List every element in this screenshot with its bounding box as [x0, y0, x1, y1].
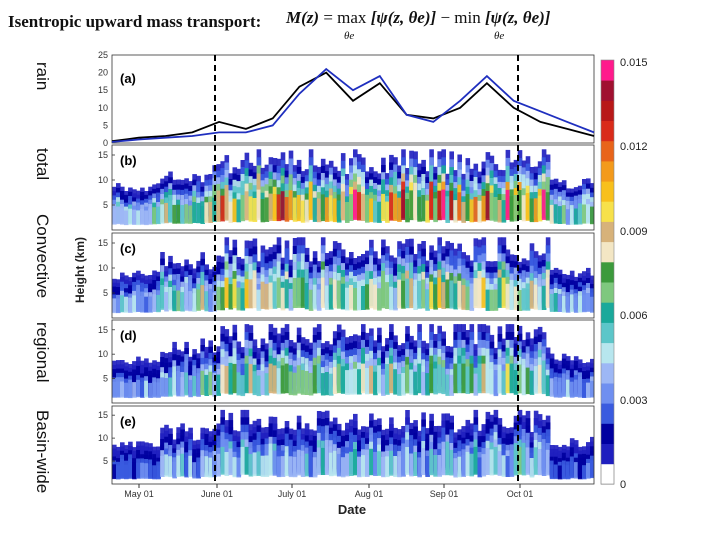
colorbar-segment [601, 282, 614, 303]
x-tick-label: July 01 [278, 489, 307, 499]
figure-title: Isentropic upward mass transport: M(z) =… [4, 2, 716, 46]
colorbar-segment [601, 443, 614, 465]
y-tick-label: 15 [98, 150, 108, 160]
x-tick-label: Oct 01 [507, 489, 534, 499]
colorbar-segment [601, 362, 614, 384]
colorbar-segment [601, 140, 614, 162]
colorbar-segment [600, 463, 615, 485]
title-max-term: [ψ(z, θe)] [370, 8, 437, 27]
colorbar-tick-label: 0.009 [620, 226, 648, 238]
panel-label: (b) [120, 153, 137, 168]
colorbar-segment [601, 383, 614, 404]
title-prefix: Isentropic upward mass transport: [8, 12, 262, 31]
heatmap-panel-4 [112, 409, 594, 480]
title-min-sub: θe [494, 30, 505, 42]
y-tick-label: 5 [103, 374, 108, 384]
y-tick-label: 10 [98, 175, 108, 185]
y-axis-label: Height (km) [73, 237, 87, 303]
panel-frame-4 [111, 405, 595, 485]
colorbar-segment [601, 60, 614, 81]
colorbar-segment [601, 221, 614, 243]
colorbar-segment [601, 423, 614, 444]
colorbar-segment [601, 161, 614, 182]
y-tick-label: 25 [98, 50, 108, 60]
colorbar-segment [601, 241, 614, 263]
colorbar-segment [601, 80, 614, 101]
y-tick-label: 0 [103, 138, 108, 148]
title-min-term: [ψ(z, θe)] [484, 8, 551, 27]
colorbar-tick-label: 0.015 [620, 57, 648, 69]
colorbar-tick-label: 0.006 [620, 310, 648, 322]
colorbar-tick-label: 0.003 [620, 395, 648, 407]
y-tick-label: 10 [98, 103, 108, 113]
heatmap-panel-2 [112, 237, 594, 314]
panel-label: (d) [120, 328, 137, 343]
colorbar-segment [601, 261, 614, 283]
panel-label: (a) [120, 71, 136, 86]
y-tick-label: 5 [103, 288, 108, 298]
y-tick-label: 20 [98, 68, 108, 78]
colorbar-segment [601, 302, 614, 323]
y-tick-label: 5 [103, 200, 108, 210]
colorbar-segment [601, 100, 614, 121]
x-axis-label: Date [338, 502, 366, 517]
heatmap-panel-3 [112, 324, 594, 399]
x-tick-label: Aug 01 [355, 489, 384, 499]
panel-frame-1 [111, 144, 595, 231]
colorbar-frame [600, 59, 615, 485]
title-minus: − [440, 8, 451, 27]
y-tick-label: 15 [98, 238, 108, 248]
y-tick-label: 10 [98, 263, 108, 273]
x-tick-label: May 01 [124, 489, 154, 499]
x-tick-label: June 01 [201, 489, 233, 499]
title-lhs: M(z) [286, 8, 320, 27]
panel-label: (c) [120, 241, 136, 256]
rain-series-0 [111, 71, 595, 143]
y-tick-label: 10 [98, 349, 108, 359]
rain-series-1 [111, 67, 595, 143]
y-tick-label: 5 [103, 120, 108, 130]
panel-frame-3 [111, 319, 595, 404]
y-tick-label: 15 [98, 410, 108, 420]
colorbar-segment [601, 201, 614, 222]
y-tick-label: 10 [98, 433, 108, 443]
panel-label: (e) [120, 414, 136, 429]
title-min-op: min [454, 8, 481, 27]
panel-frame-2 [111, 232, 595, 319]
title-max-sub: θe [344, 30, 355, 42]
y-tick-label: 15 [98, 325, 108, 335]
y-tick-label: 15 [98, 85, 108, 95]
colorbar-segment [601, 181, 614, 202]
heatmap-panel-1 [112, 149, 594, 226]
title-formula: M(z) = max [ψ(z, θe)] − min [ψ(z, θe)] θ… [286, 8, 551, 42]
colorbar-tick-label: 0.012 [620, 141, 648, 153]
title-max-op: max [337, 8, 367, 27]
panel-frame-a [111, 54, 595, 144]
y-tick-label: 5 [103, 456, 108, 466]
x-tick-label: Sep 01 [430, 489, 459, 499]
colorbar-tick-label: 0 [620, 479, 626, 491]
colorbar-segment [601, 403, 614, 424]
colorbar-segment [601, 342, 614, 364]
colorbar-segment [601, 120, 614, 142]
colorbar-segment [601, 322, 614, 344]
